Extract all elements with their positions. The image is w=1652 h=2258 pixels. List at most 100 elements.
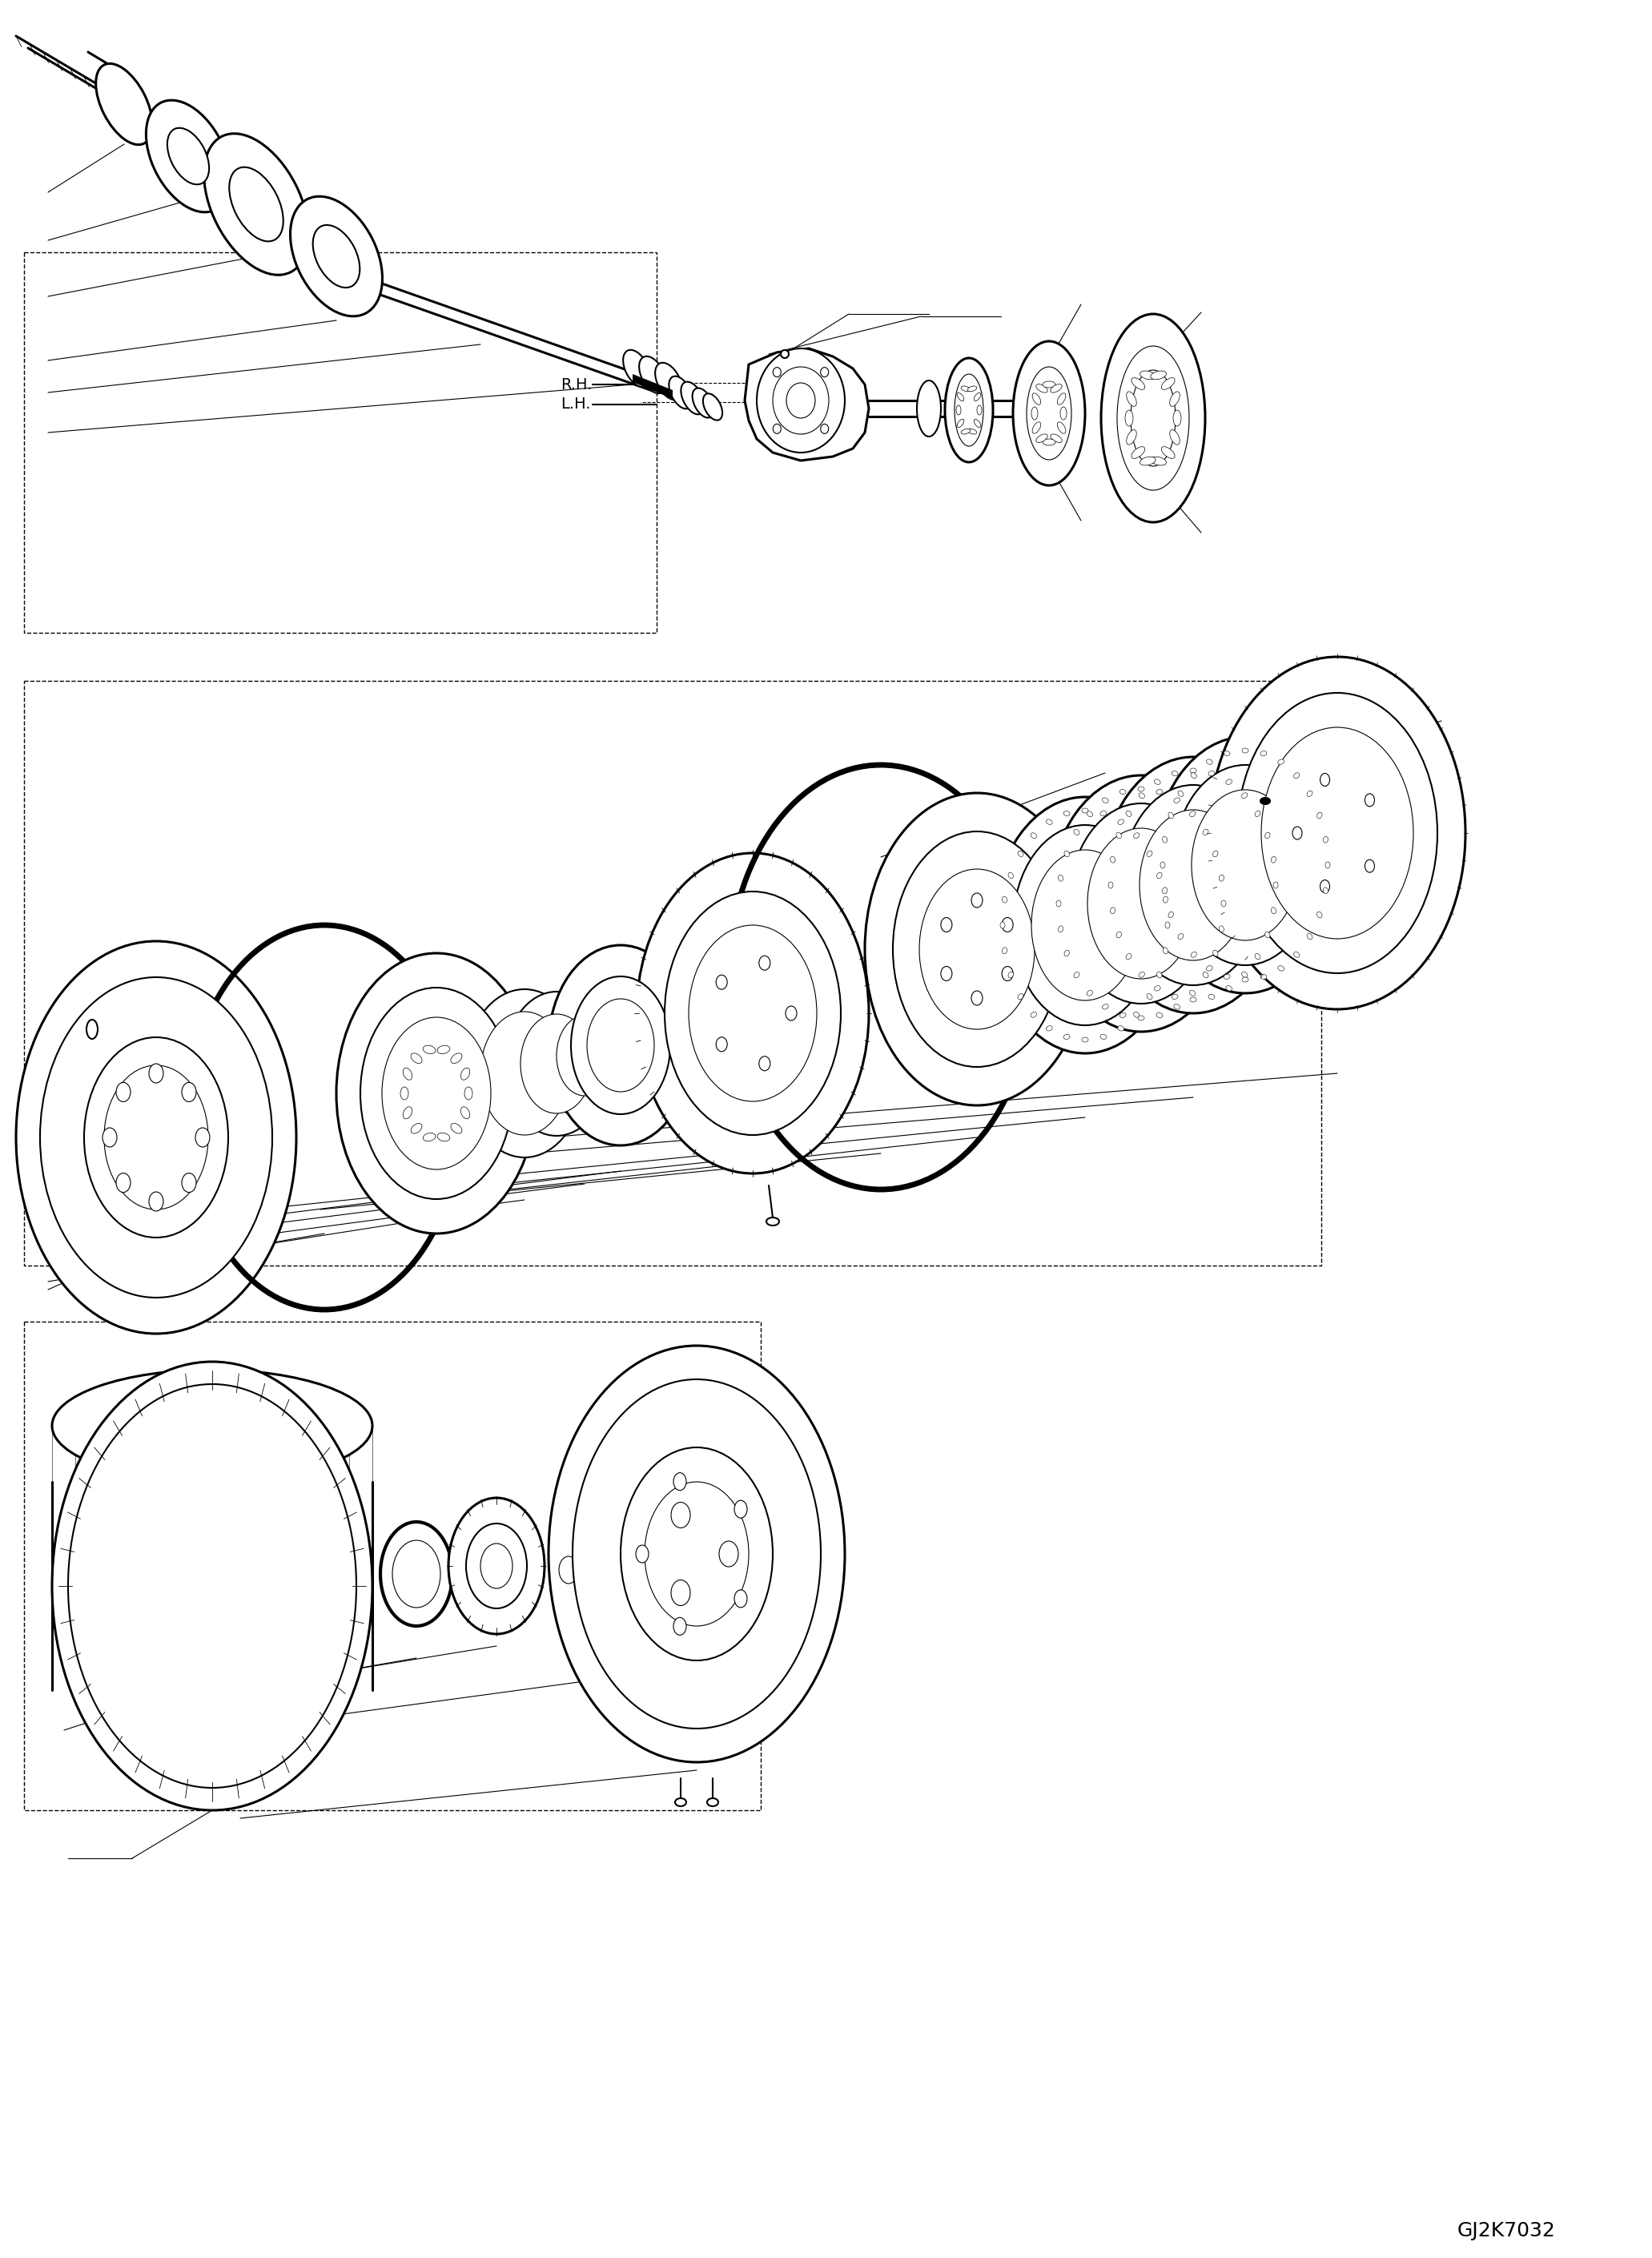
Ellipse shape xyxy=(942,917,952,933)
Ellipse shape xyxy=(1219,926,1224,933)
Ellipse shape xyxy=(1031,849,1138,1000)
Ellipse shape xyxy=(1156,872,1161,878)
Ellipse shape xyxy=(182,1174,197,1192)
Ellipse shape xyxy=(393,1540,441,1608)
Ellipse shape xyxy=(438,1045,449,1054)
Ellipse shape xyxy=(1110,908,1115,914)
Ellipse shape xyxy=(1125,411,1133,427)
Ellipse shape xyxy=(656,364,682,400)
Ellipse shape xyxy=(230,167,282,242)
Ellipse shape xyxy=(1168,813,1173,817)
Ellipse shape xyxy=(892,831,1061,1068)
Ellipse shape xyxy=(1133,833,1140,838)
Ellipse shape xyxy=(1102,797,1108,804)
Ellipse shape xyxy=(451,1052,463,1064)
Ellipse shape xyxy=(1189,991,1196,996)
Ellipse shape xyxy=(1163,835,1168,842)
Ellipse shape xyxy=(337,953,537,1233)
Ellipse shape xyxy=(1003,948,1008,953)
Ellipse shape xyxy=(999,921,1004,928)
Ellipse shape xyxy=(1150,370,1166,379)
Ellipse shape xyxy=(461,1106,469,1120)
Ellipse shape xyxy=(1036,434,1047,443)
Ellipse shape xyxy=(1046,820,1052,824)
Ellipse shape xyxy=(1320,881,1330,892)
Ellipse shape xyxy=(692,388,714,418)
Ellipse shape xyxy=(664,892,841,1136)
Ellipse shape xyxy=(1203,829,1208,835)
Ellipse shape xyxy=(1064,951,1069,957)
Ellipse shape xyxy=(1365,860,1374,872)
Ellipse shape xyxy=(558,1556,578,1583)
Ellipse shape xyxy=(84,1036,228,1237)
Ellipse shape xyxy=(1064,851,1069,856)
Ellipse shape xyxy=(1260,797,1270,804)
Ellipse shape xyxy=(1203,971,1208,978)
Ellipse shape xyxy=(145,99,230,212)
Ellipse shape xyxy=(548,946,692,1145)
Ellipse shape xyxy=(781,350,788,359)
Ellipse shape xyxy=(1069,804,1213,1003)
Polygon shape xyxy=(745,348,869,461)
Ellipse shape xyxy=(1061,406,1067,420)
Ellipse shape xyxy=(1173,765,1317,964)
Ellipse shape xyxy=(1189,768,1196,772)
Ellipse shape xyxy=(1102,756,1285,1014)
Ellipse shape xyxy=(1163,887,1168,894)
Ellipse shape xyxy=(149,1192,164,1210)
Ellipse shape xyxy=(1292,826,1302,840)
Ellipse shape xyxy=(1189,811,1196,817)
Ellipse shape xyxy=(1224,752,1231,756)
Ellipse shape xyxy=(1178,933,1183,939)
Ellipse shape xyxy=(1153,736,1338,994)
Ellipse shape xyxy=(1175,797,1180,804)
Ellipse shape xyxy=(1206,759,1213,765)
Ellipse shape xyxy=(1165,921,1170,928)
Ellipse shape xyxy=(1127,811,1132,817)
Ellipse shape xyxy=(451,1122,463,1134)
Ellipse shape xyxy=(961,429,970,434)
Ellipse shape xyxy=(971,894,983,908)
Ellipse shape xyxy=(707,1797,719,1806)
Ellipse shape xyxy=(917,379,942,436)
Ellipse shape xyxy=(1160,863,1165,869)
Ellipse shape xyxy=(1156,790,1163,795)
Ellipse shape xyxy=(464,989,585,1158)
Text: L.H.: L.H. xyxy=(560,397,590,413)
Ellipse shape xyxy=(1122,786,1265,984)
Ellipse shape xyxy=(1138,971,1145,978)
Ellipse shape xyxy=(1118,820,1123,824)
Ellipse shape xyxy=(621,1447,773,1660)
Ellipse shape xyxy=(1156,971,1161,978)
Ellipse shape xyxy=(182,1082,197,1102)
Ellipse shape xyxy=(149,1064,164,1084)
Ellipse shape xyxy=(481,1544,512,1587)
Ellipse shape xyxy=(1127,953,1132,960)
Ellipse shape xyxy=(704,393,722,420)
Ellipse shape xyxy=(116,1174,131,1192)
Ellipse shape xyxy=(821,368,829,377)
Ellipse shape xyxy=(1208,994,1214,1000)
Ellipse shape xyxy=(757,348,844,452)
Ellipse shape xyxy=(1171,994,1178,1000)
Ellipse shape xyxy=(993,797,1178,1052)
Ellipse shape xyxy=(116,1082,131,1102)
Ellipse shape xyxy=(644,1481,748,1626)
Ellipse shape xyxy=(866,793,1089,1106)
Ellipse shape xyxy=(195,1127,210,1147)
Ellipse shape xyxy=(968,429,976,434)
Ellipse shape xyxy=(1191,953,1196,957)
Ellipse shape xyxy=(1317,912,1322,917)
Ellipse shape xyxy=(438,1134,449,1140)
Ellipse shape xyxy=(1133,1012,1140,1018)
Ellipse shape xyxy=(1307,933,1312,939)
Ellipse shape xyxy=(411,1122,421,1134)
Ellipse shape xyxy=(573,1380,821,1730)
Ellipse shape xyxy=(1001,966,1013,980)
Ellipse shape xyxy=(1032,422,1041,434)
Ellipse shape xyxy=(572,975,671,1113)
Ellipse shape xyxy=(689,926,816,1102)
Ellipse shape xyxy=(578,1554,606,1594)
Ellipse shape xyxy=(1032,393,1041,404)
Ellipse shape xyxy=(1189,998,1196,1003)
